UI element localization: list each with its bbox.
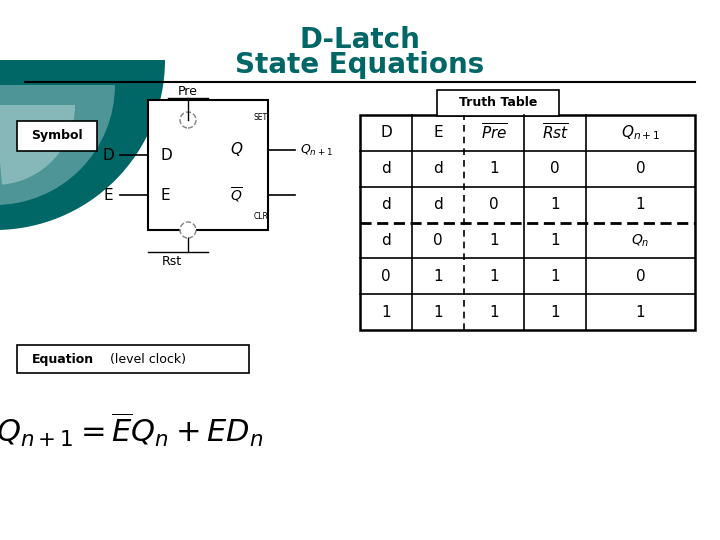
Text: (level clock): (level clock) (110, 353, 186, 366)
Text: $Q_{n+1} = \overline{E}Q_n + ED_n$: $Q_{n+1} = \overline{E}Q_n + ED_n$ (0, 410, 264, 449)
Text: E: E (433, 125, 443, 140)
FancyBboxPatch shape (437, 90, 559, 116)
Text: 1: 1 (489, 233, 499, 248)
Text: D: D (160, 147, 172, 163)
Text: D: D (380, 125, 392, 140)
Text: 1: 1 (550, 233, 560, 248)
Text: Pre: Pre (178, 85, 198, 98)
Text: 1: 1 (381, 305, 391, 320)
Text: SET: SET (254, 113, 268, 122)
Bar (360, 115, 695, 330)
Text: d: d (433, 197, 443, 212)
Wedge shape (0, 105, 75, 185)
FancyBboxPatch shape (17, 121, 97, 151)
Text: $Q_{n+1}$: $Q_{n+1}$ (300, 143, 333, 158)
Circle shape (180, 222, 196, 238)
Text: 0: 0 (636, 269, 645, 284)
Bar (148, 100, 268, 230)
Text: Rst: Rst (162, 255, 182, 268)
Text: 0: 0 (433, 233, 443, 248)
Text: E: E (160, 187, 170, 202)
Text: Truth Table: Truth Table (459, 97, 537, 110)
Text: E: E (103, 187, 113, 202)
Circle shape (180, 112, 196, 128)
Text: 1: 1 (433, 269, 443, 284)
Wedge shape (0, 60, 165, 230)
Text: d: d (381, 197, 391, 212)
Text: 1: 1 (489, 305, 499, 320)
Wedge shape (0, 85, 115, 205)
Text: 0: 0 (636, 161, 645, 176)
Text: 0: 0 (489, 197, 499, 212)
Text: 1: 1 (550, 305, 560, 320)
Text: d: d (381, 161, 391, 176)
Text: 0: 0 (550, 161, 560, 176)
Text: State Equations: State Equations (235, 51, 485, 79)
Text: 1: 1 (489, 269, 499, 284)
Text: D: D (102, 147, 114, 163)
Text: 1: 1 (433, 305, 443, 320)
Text: $\overline{Q}$: $\overline{Q}$ (230, 185, 243, 205)
Text: 1: 1 (550, 197, 560, 212)
Text: Equation: Equation (32, 353, 94, 366)
Text: $\overline{Pre}$: $\overline{Pre}$ (480, 123, 508, 143)
FancyBboxPatch shape (17, 345, 249, 373)
Text: 1: 1 (636, 197, 645, 212)
Text: Q: Q (230, 143, 242, 158)
Text: $Q_n$: $Q_n$ (631, 232, 649, 248)
Text: 0: 0 (381, 269, 391, 284)
Text: CLR: CLR (253, 212, 268, 221)
Text: d: d (433, 161, 443, 176)
Text: d: d (381, 233, 391, 248)
Text: D-Latch: D-Latch (300, 26, 420, 54)
Text: Symbol: Symbol (31, 130, 83, 143)
Text: $\overline{Rst}$: $\overline{Rst}$ (541, 123, 569, 143)
Text: $Q_{n+1}$: $Q_{n+1}$ (621, 124, 660, 142)
Text: 1: 1 (489, 161, 499, 176)
Text: 1: 1 (550, 269, 560, 284)
Text: 1: 1 (636, 305, 645, 320)
